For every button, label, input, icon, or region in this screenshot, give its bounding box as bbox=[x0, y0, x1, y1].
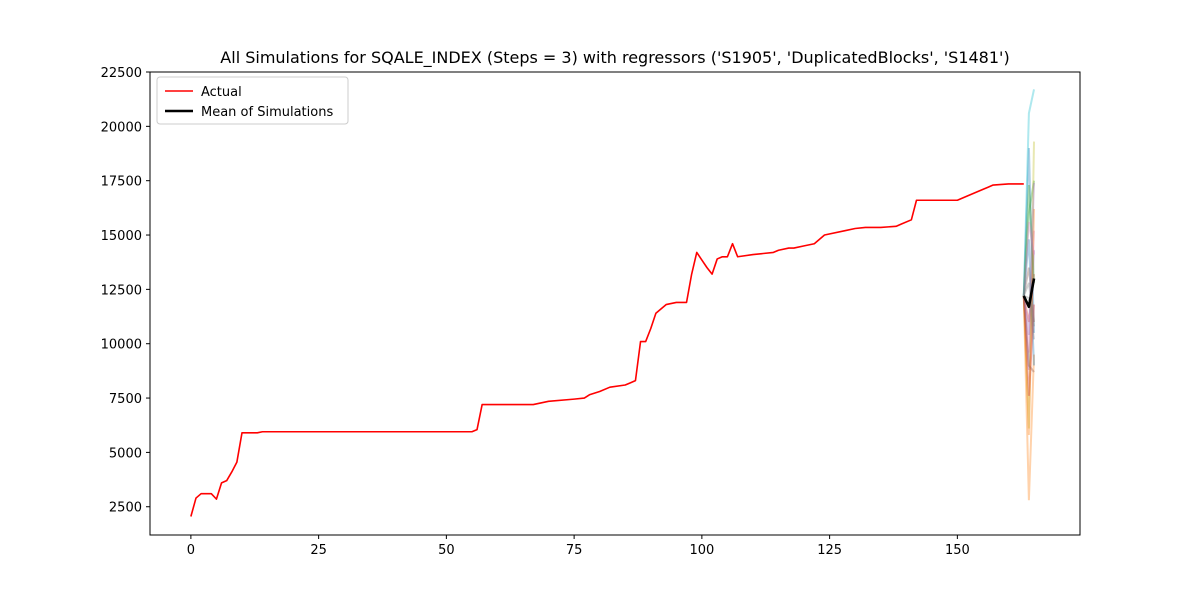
legend-actual-label: Actual bbox=[201, 85, 242, 100]
simulation-line bbox=[1022, 141, 1036, 429]
simulation-line bbox=[1022, 230, 1036, 353]
y-tick-label: 22500 bbox=[101, 66, 142, 81]
x-tick-label: 100 bbox=[689, 543, 714, 558]
y-tick-label: 15000 bbox=[101, 229, 142, 244]
legend: Actual Mean of Simulations bbox=[156, 76, 349, 125]
x-tick-label: 25 bbox=[310, 543, 327, 558]
x-tick-label: 0 bbox=[187, 543, 195, 558]
x-tick-label: 150 bbox=[945, 543, 970, 558]
legend-box bbox=[156, 76, 349, 125]
simulation-line bbox=[1022, 267, 1036, 323]
simulation-line bbox=[1022, 295, 1035, 373]
x-tick-label: 75 bbox=[566, 543, 583, 558]
simulation-line bbox=[1022, 148, 1036, 333]
simulation-line bbox=[1022, 221, 1035, 296]
simulation-line bbox=[1022, 282, 1036, 327]
x-tick-label: 50 bbox=[438, 543, 455, 558]
simulation-line bbox=[1022, 295, 1036, 396]
simulation-line bbox=[1022, 180, 1035, 296]
chart-title: All Simulations for SQALE_INDEX (Steps =… bbox=[220, 48, 1009, 68]
y-tick-label: 12500 bbox=[101, 283, 142, 298]
y-tick-label: 2500 bbox=[109, 501, 142, 516]
x-axis: 0 25 50 75 100 125 150 bbox=[187, 535, 970, 558]
simulation-line bbox=[1022, 184, 1036, 296]
simulation-line bbox=[1022, 295, 1036, 501]
y-tick-label: 7500 bbox=[109, 392, 142, 407]
simulation-line bbox=[1022, 182, 1036, 336]
y-tick-label: 5000 bbox=[109, 446, 142, 461]
mean-series-line bbox=[1022, 278, 1036, 309]
plot-area bbox=[149, 71, 1081, 536]
x-tick-label: 125 bbox=[817, 543, 842, 558]
actual-series-line bbox=[190, 183, 1024, 517]
plot-frame bbox=[149, 71, 1081, 536]
legend-mean-label: Mean of Simulations bbox=[201, 105, 333, 120]
simulation-line bbox=[1022, 239, 1036, 366]
y-tick-label: 20000 bbox=[101, 120, 142, 135]
simulation-line bbox=[1022, 89, 1035, 296]
y-tick-label: 17500 bbox=[101, 175, 142, 190]
y-axis: 2500 5000 7500 10000 12500 15000 17500 20000 225… bbox=[101, 66, 150, 516]
y-tick-label: 10000 bbox=[101, 338, 142, 353]
